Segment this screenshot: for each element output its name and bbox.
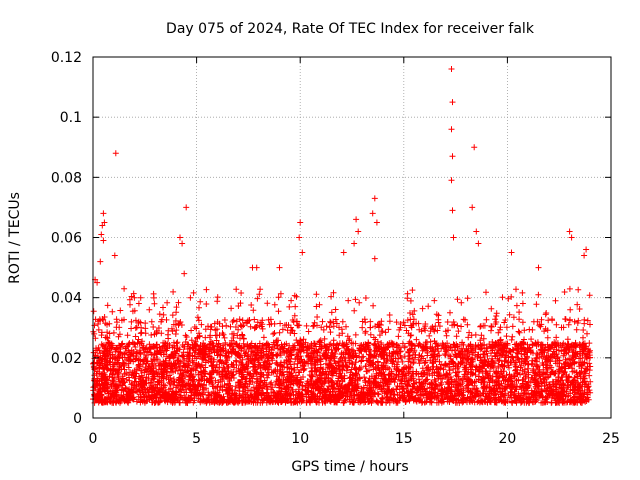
y-tick-label: 0.02 xyxy=(51,351,82,367)
y-tick-labels: 0 0.02 0.04 0.06 0.08 0.1 0.12 xyxy=(51,50,82,427)
y-tick-label: 0.12 xyxy=(51,50,82,66)
y-tick-label: 0 xyxy=(73,411,82,427)
x-tick-label: 0 xyxy=(89,431,98,447)
x-tick-label: 5 xyxy=(192,431,201,447)
roti-points xyxy=(90,66,594,406)
x-tick-label: 15 xyxy=(395,431,413,447)
y-tick-label: 0.1 xyxy=(60,110,82,126)
y-axis-label: ROTI / TECUs xyxy=(7,192,23,284)
axis-ticks xyxy=(92,56,612,419)
y-tick-label: 0.06 xyxy=(51,231,82,247)
chart-title: Day 075 of 2024, Rate Of TEC Index for r… xyxy=(166,21,535,37)
y-tick-label: 0.04 xyxy=(51,291,82,307)
data-points xyxy=(90,66,594,406)
x-tick-labels: 0 5 10 15 20 25 xyxy=(89,431,620,447)
x-axis-label: GPS time / hours xyxy=(291,459,408,475)
x-tick-label: 10 xyxy=(291,431,309,447)
x-tick-label: 25 xyxy=(602,431,620,447)
x-tick-label: 20 xyxy=(498,431,516,447)
y-tick-label: 0.08 xyxy=(51,170,82,186)
